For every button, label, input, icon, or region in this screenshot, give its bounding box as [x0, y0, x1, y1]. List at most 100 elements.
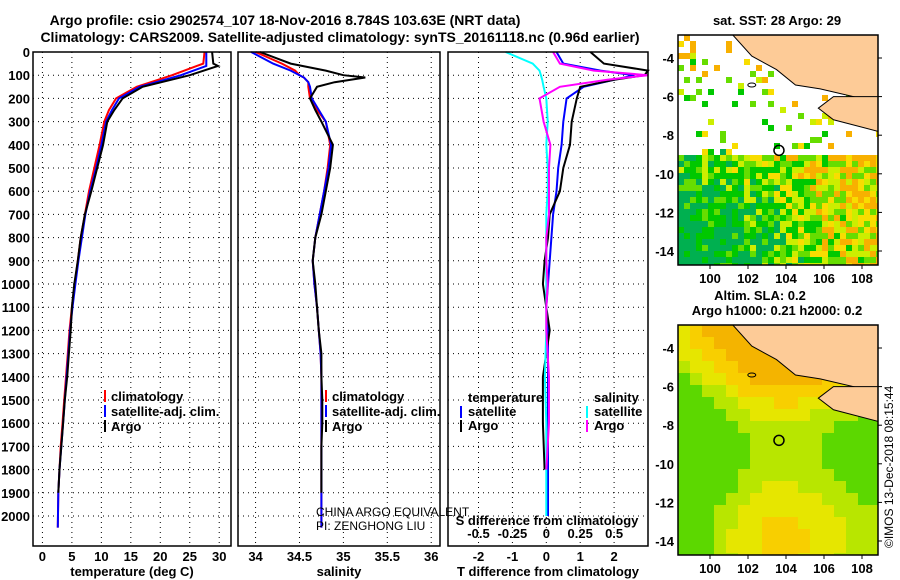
map-cell — [780, 263, 786, 265]
map-cell — [726, 385, 738, 397]
map-cell — [798, 161, 804, 167]
map-cell — [684, 185, 690, 191]
map-cell — [732, 245, 738, 251]
map-cell — [732, 185, 738, 191]
map-cell — [792, 161, 798, 167]
map-cell — [702, 209, 708, 215]
map-cell — [864, 221, 870, 227]
map-cell — [786, 179, 792, 185]
map-cell — [768, 185, 774, 191]
map-cell — [750, 221, 756, 227]
map-cell — [870, 173, 876, 179]
map-cell — [744, 179, 750, 185]
map-cell — [780, 197, 786, 203]
map-cell — [810, 167, 816, 173]
map-cell — [834, 457, 846, 469]
depth-tick-label: 1500 — [1, 393, 30, 408]
map-cell — [696, 167, 702, 173]
legend-swatch — [325, 390, 327, 402]
map-cell — [864, 197, 870, 203]
map-cell — [822, 445, 834, 457]
map-cell — [690, 41, 696, 47]
lat-tick-label: -8 — [662, 418, 674, 433]
map-cell — [816, 119, 822, 125]
map-cell — [726, 469, 738, 481]
map-cell — [834, 505, 846, 517]
map-cell — [834, 185, 840, 191]
map-frame — [677, 324, 879, 556]
map-cell — [690, 251, 696, 257]
map-cell — [798, 517, 810, 529]
map-cell — [768, 215, 774, 221]
series-line-argo — [57, 51, 221, 493]
map-cell — [768, 191, 774, 197]
lat-tick-label: -10 — [655, 457, 674, 472]
map-cell — [816, 167, 822, 173]
map-cell — [774, 541, 786, 553]
map-cell — [822, 481, 834, 493]
map-cell — [726, 77, 732, 83]
map-cell — [834, 179, 840, 185]
map-cell — [690, 245, 696, 251]
map-cell — [726, 245, 732, 251]
map-cell — [798, 143, 804, 149]
map-cell — [732, 197, 738, 203]
map-cell — [714, 173, 720, 179]
map-cell — [702, 385, 714, 397]
map-cell — [738, 203, 744, 209]
map-cell — [690, 325, 702, 337]
map-cell — [690, 493, 702, 505]
map-cell — [750, 197, 756, 203]
map-cell — [768, 89, 774, 95]
map-cell — [858, 197, 864, 203]
lat-tick-label: -14 — [655, 244, 675, 259]
map-cell — [726, 191, 732, 197]
map-cell — [684, 215, 690, 221]
map-cell — [714, 433, 726, 445]
map-cell — [768, 209, 774, 215]
depth-tick-label: 800 — [8, 231, 30, 246]
map-cell — [762, 481, 774, 493]
map-cell — [822, 161, 828, 167]
map-cell — [708, 191, 714, 197]
legend-swatch — [104, 420, 106, 432]
map-cell — [870, 167, 876, 173]
map-cell — [708, 197, 714, 203]
series-line-argo — [259, 51, 366, 493]
map-cell — [726, 529, 738, 541]
map-cell — [792, 143, 798, 149]
map-cell — [828, 233, 834, 239]
map-cell — [750, 239, 756, 245]
map-cell — [696, 203, 702, 209]
map-cell — [876, 131, 878, 137]
map-cell — [684, 35, 690, 41]
map-cell — [732, 179, 738, 185]
plot-frame — [237, 51, 441, 547]
map-cell — [828, 161, 834, 167]
map-cell — [744, 167, 750, 173]
map-cell — [792, 197, 798, 203]
map-cell — [702, 203, 708, 209]
map-cell — [762, 373, 774, 385]
map-cell — [726, 349, 738, 361]
map-cell — [840, 215, 846, 221]
legend-label: satellite-adj. clim. — [111, 404, 219, 419]
map-cell — [834, 445, 846, 457]
map-cell — [810, 245, 816, 251]
map-cell — [738, 173, 744, 179]
map-cell — [738, 227, 744, 233]
map-cell — [684, 251, 690, 257]
map-cell — [846, 505, 858, 517]
sla-map: 100 102 104 106 108 -4 -6 -8 -10 -12 -14 — [655, 324, 882, 576]
x-tick-label: 25 — [183, 549, 197, 564]
map-cell — [840, 227, 846, 233]
map-cell — [786, 185, 792, 191]
map-cell — [846, 517, 858, 529]
map-cell — [816, 209, 822, 215]
map-cell — [834, 167, 840, 173]
map-cell — [708, 203, 714, 209]
map-cell — [846, 257, 852, 263]
map-cell — [696, 221, 702, 227]
map-cell — [750, 215, 756, 221]
map-cell — [864, 263, 870, 265]
